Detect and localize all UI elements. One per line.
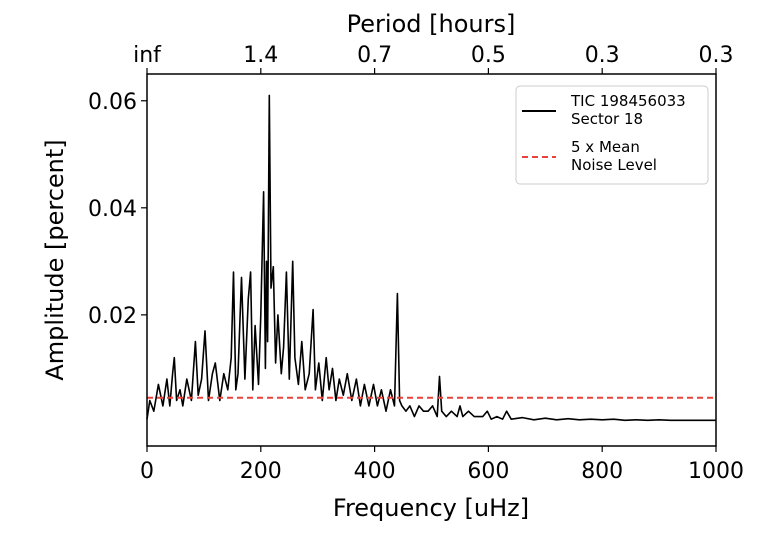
top-tick-label: 0.5 xyxy=(471,43,506,68)
y-tick-label: 0.02 xyxy=(88,304,137,329)
legend-label-series-1-line2: Sector 18 xyxy=(571,110,643,128)
series-line-1 xyxy=(146,94,716,422)
legend-label-series-1: TIC 198456033 xyxy=(570,92,686,110)
legend-box xyxy=(515,85,709,185)
legend-label-series-2: 5 x Mean xyxy=(571,138,640,156)
x-tick-label: 1000 xyxy=(688,459,744,484)
x-tick-label: 800 xyxy=(581,459,623,484)
x-tick-label: 600 xyxy=(467,459,509,484)
top-tick-label: 0.3 xyxy=(699,43,734,68)
top-tick-label: 1.4 xyxy=(243,43,278,68)
top-tick-label: 0.3 xyxy=(585,43,620,68)
legend-label-series-2-line2: Noise Level xyxy=(571,156,657,174)
y-tick-label: 0.06 xyxy=(88,90,137,115)
ticks: 0 200 400 600 800 1000 inf 1.4 0.7 0.5 0.3 0.3 0.02 0… xyxy=(88,43,744,484)
top-tick-label: 0.7 xyxy=(357,43,392,68)
y-tick-label: 0.04 xyxy=(88,197,137,222)
plot-area xyxy=(146,94,716,422)
x-tick-label: 200 xyxy=(240,459,282,484)
top-axis-label: Period [hours] xyxy=(347,10,516,38)
x-axis-label: Frequency [uHz] xyxy=(333,494,529,522)
x-tick-label: 400 xyxy=(354,459,396,484)
legend: TIC 198456033 Sector 18 5 x Mean Noise L… xyxy=(515,85,709,185)
top-tick-label: inf xyxy=(133,43,162,68)
x-tick-label: 0 xyxy=(140,459,154,484)
axes-frame xyxy=(146,73,717,447)
y-axis-label: Amplitude [percent] xyxy=(41,139,69,380)
